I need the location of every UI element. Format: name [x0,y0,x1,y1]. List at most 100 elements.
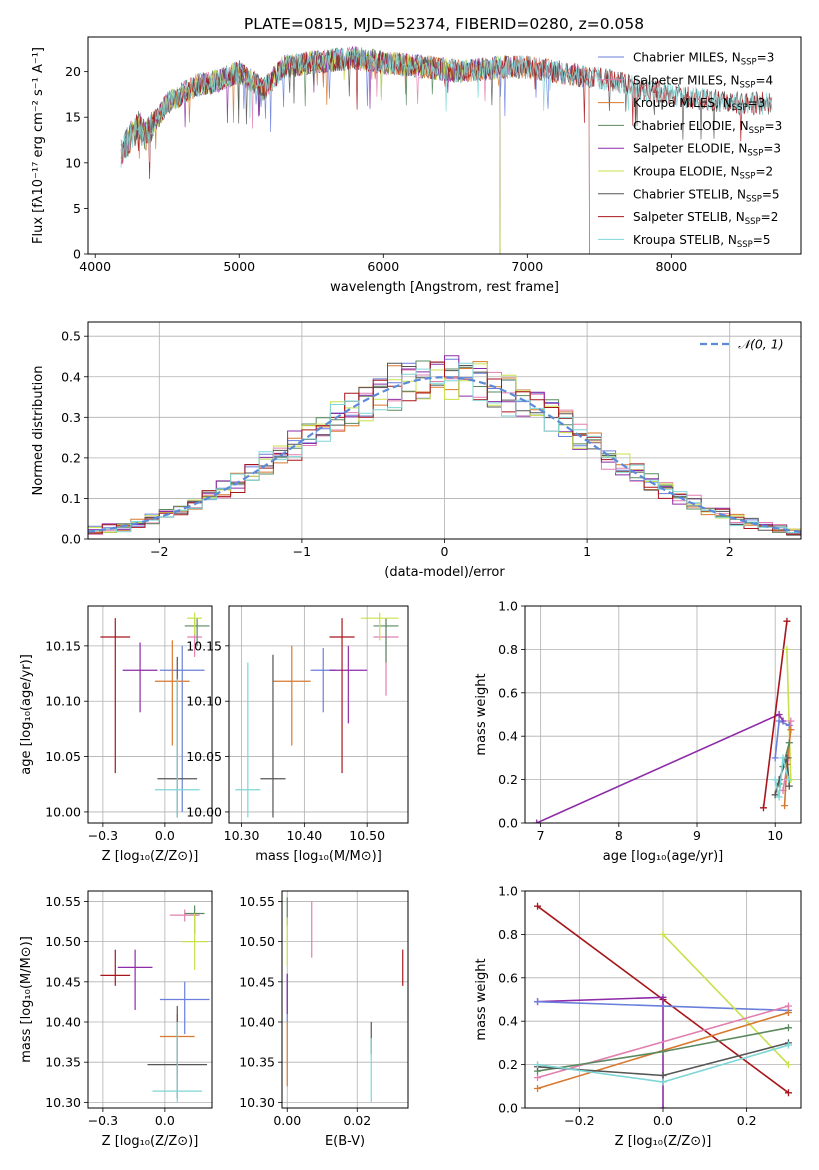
axes-frame [524,890,802,1109]
chart-mass-vs-ebv: 0.00 0.02 10.30 10.35 10.40 10.45 10.50 10.55 E(… [239,890,409,1149]
errorbar-series [100,905,210,1103]
y-tick-label: 10.40 [45,1015,81,1030]
marker [659,1071,667,1079]
series-line [537,996,664,1108]
y-tick-label: 10.15 [45,638,81,653]
y-tick-label: 0.2 [498,772,518,787]
y-tick-label: 0.1 [61,491,81,506]
y-tick-label: 0.5 [61,329,81,344]
histogram-step [88,362,801,539]
marker [784,1009,792,1017]
y-axis-label: Flux [fλ10⁻¹⁷ erg cm⁻² s⁻¹ A⁻¹] [31,47,46,244]
marker [771,791,779,799]
y-tick-label: 0.4 [498,729,518,744]
legend-label-tail: =3 [757,51,775,65]
series-line [536,713,784,823]
x-tick-label: 0.0 [653,1113,673,1128]
y-tick-label: 1.0 [498,884,518,899]
marker [787,717,795,725]
y-tick-label: 10.00 [45,804,81,819]
chart-spectrum: 4000 5000 6000 7000 8000 0 5 10 15 20 wavelength [… [31,36,802,295]
marker [783,617,791,625]
y-tick-label: 10.05 [186,749,222,764]
y-tick-label: 0.8 [498,642,518,657]
legend-label-main: Chabrier ELODIE, N [633,119,749,133]
x-tick-label: 0.2 [737,1113,757,1128]
y-axis-label: age [log₁₀(age/yr)] [19,654,34,775]
chart-age-vs-mass: 10.30 10.40 10.50 10.00 10.05 10.10 10.15 mass … [186,605,409,864]
errorbar-series [235,612,399,818]
marker [784,776,792,784]
y-tick-label: 0.4 [498,1014,518,1029]
y-tick-label: 0.0 [498,1101,518,1116]
marker [785,721,793,729]
marker [779,754,787,762]
marker [659,993,667,1001]
errorbar-series [100,612,210,818]
legend-label: 𝒩(0, 1) [738,337,784,352]
legend-label: Kroupa ELODIE, NSSP=2 [633,165,773,182]
marker [771,754,779,762]
x-axis-label: Z [log₁₀(Z/Z⊙)] [615,1134,712,1149]
marker [771,776,779,784]
x-tick-label: 2 [726,544,734,559]
x-axis-label: (data-model)/error [384,565,505,580]
x-tick-label: 6000 [367,259,399,274]
x-tick-label: 0.00 [273,1113,301,1128]
y-tick-label: 10.45 [45,974,81,989]
legend-label-tail: =3 [765,119,783,133]
marker [534,1061,542,1069]
legend-label-main: Chabrier STELIB, N [633,187,746,201]
series-line [120,47,501,254]
marker [659,930,667,938]
x-tick-label: −0.2 [564,1113,594,1128]
x-axis-label: Z [log₁₀(Z/Z⊙)] [102,1134,199,1149]
marker [785,739,793,747]
legend-label: Kroupa STELIB, NSSP=5 [633,233,771,250]
legend-label-tail: =4 [755,73,773,87]
x-tick-label: −1 [293,544,311,559]
legend-label-tail: =2 [761,210,779,224]
y-axis-label: mass weight [474,958,489,1040]
legend-label-tail: =2 [755,165,773,179]
axes-frame [87,605,213,824]
y-tick-label: 0.6 [498,685,518,700]
x-tick-label: 10.40 [286,828,322,843]
x-tick-label: 7000 [511,259,543,274]
legend-label: Kroupa MILES, NSSP=3 [633,96,765,113]
marker [787,726,795,734]
marker [759,804,767,812]
axes-frame [524,605,802,824]
x-tick-label: 0.0 [155,1113,175,1128]
axes-frame [87,36,802,255]
marker [784,1041,792,1049]
marker [775,711,783,718]
x-tick-label: −0.3 [88,1113,118,1128]
y-tick-label: 0.0 [61,532,81,547]
x-tick-label: 8000 [655,259,687,274]
marker [784,1089,792,1097]
legend-label-main: Chabrier MILES, N [633,51,741,65]
marker [659,1078,667,1086]
chart-mass-vs-Z: −0.3 0.0 10.30 10.35 10.40 10.45 10.50 10.55 Z [… [19,890,213,1149]
y-tick-label: 0.0 [498,816,518,831]
x-tick-label: 1 [583,544,591,559]
chart-age-vs-Z: −0.3 0.0 10.00 10.05 10.10 10.15 Z [log₁₀(Z/Z⊙… [19,605,213,864]
x-axis-label: E(B-V) [325,1134,365,1149]
legend-label: Chabrier STELIB, NSSP=5 [633,187,780,204]
marker [775,793,783,801]
series-line [774,757,790,798]
legend-label-tail: =3 [763,142,781,156]
x-axis-label: age [log₁₀(age/yr)] [603,849,724,864]
series-line [120,48,501,254]
legend-label-sub: SSP [741,58,757,68]
legend-label-main: Kroupa ELODIE, N [633,165,740,179]
series-line [662,933,790,1066]
x-axis-label: mass [log₁₀(M/M⊙)] [255,849,382,864]
chart-weight-vs-age: 7 8 9 10 0.0 0.2 0.4 0.6 0.8 1.0 age [log₁₀(age/yr… [474,599,802,864]
weight-series [533,617,795,823]
series-line [762,621,788,808]
marker [784,1061,792,1069]
legend-label-sub: SSP [745,217,761,227]
x-tick-label: −2 [150,544,168,559]
